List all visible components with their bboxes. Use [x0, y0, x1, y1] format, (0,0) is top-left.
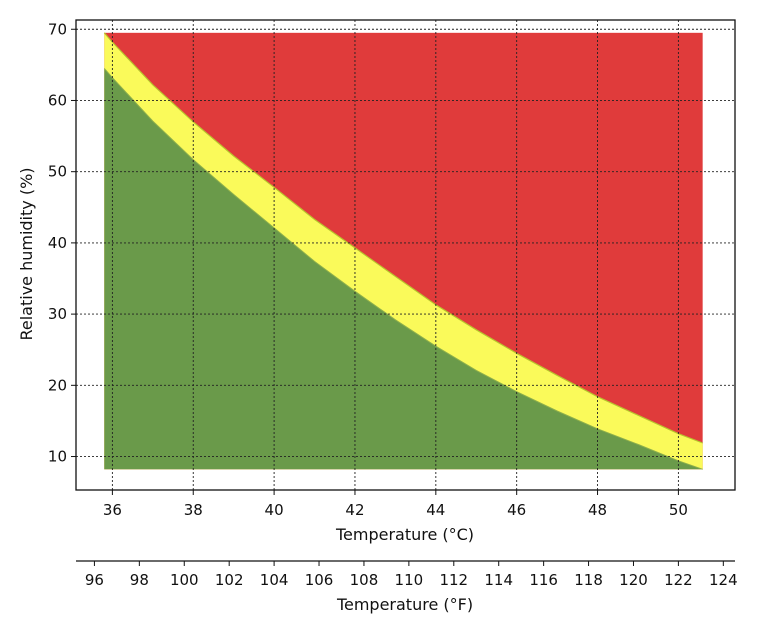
y-tick-label: 20 [48, 376, 67, 394]
y-axis-label: Relative humidity (%) [17, 167, 36, 340]
x-tick-label: 46 [507, 501, 526, 519]
chart-regions [103, 32, 703, 470]
fahrenheit-tick-label: 118 [574, 571, 603, 589]
secondary-x-axis-label: Temperature (°F) [336, 595, 473, 614]
plot-frame [75, 19, 736, 491]
fahrenheit-tick-label: 108 [350, 571, 379, 589]
x-tick-label: 50 [669, 501, 688, 519]
fahrenheit-tick-label: 106 [305, 571, 334, 589]
y-tick-label: 50 [48, 163, 67, 181]
y-tick-label: 10 [48, 448, 67, 466]
x-axis-label: Temperature (°C) [335, 525, 474, 544]
y-tick-label: 60 [48, 91, 67, 109]
fahrenheit-tick-label: 110 [395, 571, 424, 589]
fahrenheit-tick-label: 120 [619, 571, 648, 589]
danger-boundary-line [103, 32, 703, 444]
fahrenheit-tick-label: 96 [85, 571, 104, 589]
x-tick-label: 44 [426, 501, 445, 519]
x-tick-label: 42 [345, 501, 364, 519]
fahrenheit-tick-label: 102 [215, 571, 244, 589]
caution-boundary-line [103, 68, 703, 470]
x-tick-label: 36 [103, 501, 122, 519]
x-tick-label: 48 [588, 501, 607, 519]
fahrenheit-tick-label: 124 [709, 571, 738, 589]
chart-ticks: 36 38 40 42 44 46 48 50 10 20 30 40 50 60 70 [48, 20, 688, 519]
fahrenheit-tick-label: 112 [439, 571, 468, 589]
fahrenheit-axis: 96 98 100 102 104 106 108 110 112 114 116 118 120 122… [76, 560, 738, 589]
chart-grid [76, 20, 735, 490]
y-tick-label: 70 [48, 20, 67, 38]
x-tick-label: 40 [265, 501, 284, 519]
y-tick-label: 40 [48, 234, 67, 252]
region-safe [104, 68, 703, 470]
x-tick-label: 38 [184, 501, 203, 519]
fahrenheit-tick-label: 98 [130, 571, 149, 589]
fahrenheit-tick-label: 104 [260, 571, 289, 589]
y-tick-label: 30 [48, 305, 67, 323]
fahrenheit-tick-label: 100 [170, 571, 199, 589]
fahrenheit-tick-label: 116 [529, 571, 558, 589]
fahrenheit-tick-label: 122 [664, 571, 693, 589]
fahrenheit-tick-label: 114 [484, 571, 513, 589]
